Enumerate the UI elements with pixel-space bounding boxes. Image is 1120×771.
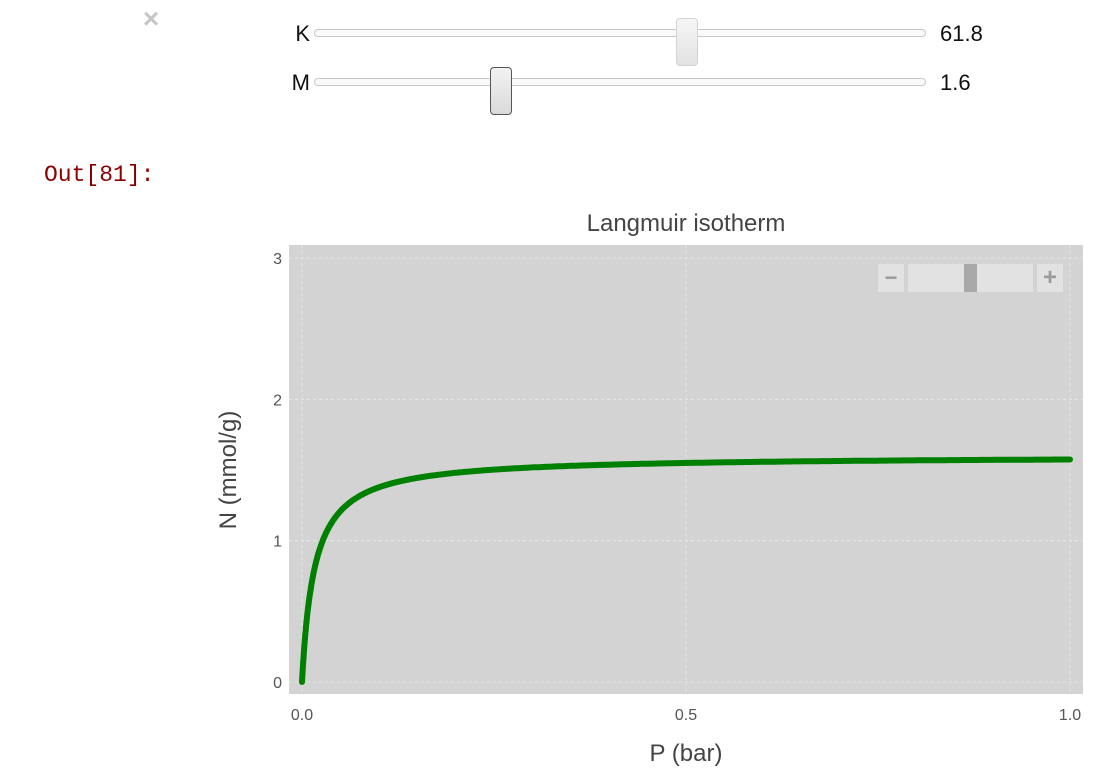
y-ticks: 0 1 2 3 xyxy=(273,251,282,692)
zoom-out-button[interactable] xyxy=(878,264,904,292)
y-tick-label: 2 xyxy=(273,392,282,409)
grid xyxy=(289,245,1083,694)
zoom-control[interactable]: − + xyxy=(878,264,1063,292)
zoom-in-icon: + xyxy=(1043,264,1057,291)
slider-k-label: K xyxy=(295,21,310,46)
slider-m[interactable]: M 1.6 xyxy=(270,61,1030,115)
slider-k-value: 61.8 xyxy=(940,21,983,46)
slider-m-value: 1.6 xyxy=(940,70,971,95)
y-tick-label: 1 xyxy=(273,534,282,551)
y-tick-label: 0 xyxy=(273,675,282,692)
zoom-out-icon: − xyxy=(885,265,898,290)
slider-m-track[interactable] xyxy=(314,67,926,115)
slider-k-handle[interactable] xyxy=(676,18,699,66)
zoom-in-button[interactable] xyxy=(1037,264,1063,292)
x-axis-label: P (bar) xyxy=(650,740,723,767)
chart-title: Langmuir isotherm xyxy=(587,210,786,237)
y-tick-label: 3 xyxy=(273,251,282,268)
x-tick-label: 0.5 xyxy=(675,707,697,724)
x-ticks: 0.0 0.5 1.0 xyxy=(291,707,1081,724)
output-prompt: Out[81]: xyxy=(44,162,155,188)
slider-k-track[interactable] xyxy=(314,18,926,66)
y-axis-label: N (mmol/g) xyxy=(215,411,242,530)
series-line xyxy=(299,456,1073,685)
slider-m-label: M xyxy=(291,70,310,95)
x-tick-label: 0.0 xyxy=(291,707,313,724)
zoom-knob[interactable] xyxy=(964,264,977,292)
x-tick-label: 1.0 xyxy=(1059,707,1081,724)
close-icon[interactable]: × xyxy=(142,3,160,34)
slider-m-handle[interactable] xyxy=(490,67,513,115)
slider-k[interactable]: K 61.8 xyxy=(270,12,1030,66)
